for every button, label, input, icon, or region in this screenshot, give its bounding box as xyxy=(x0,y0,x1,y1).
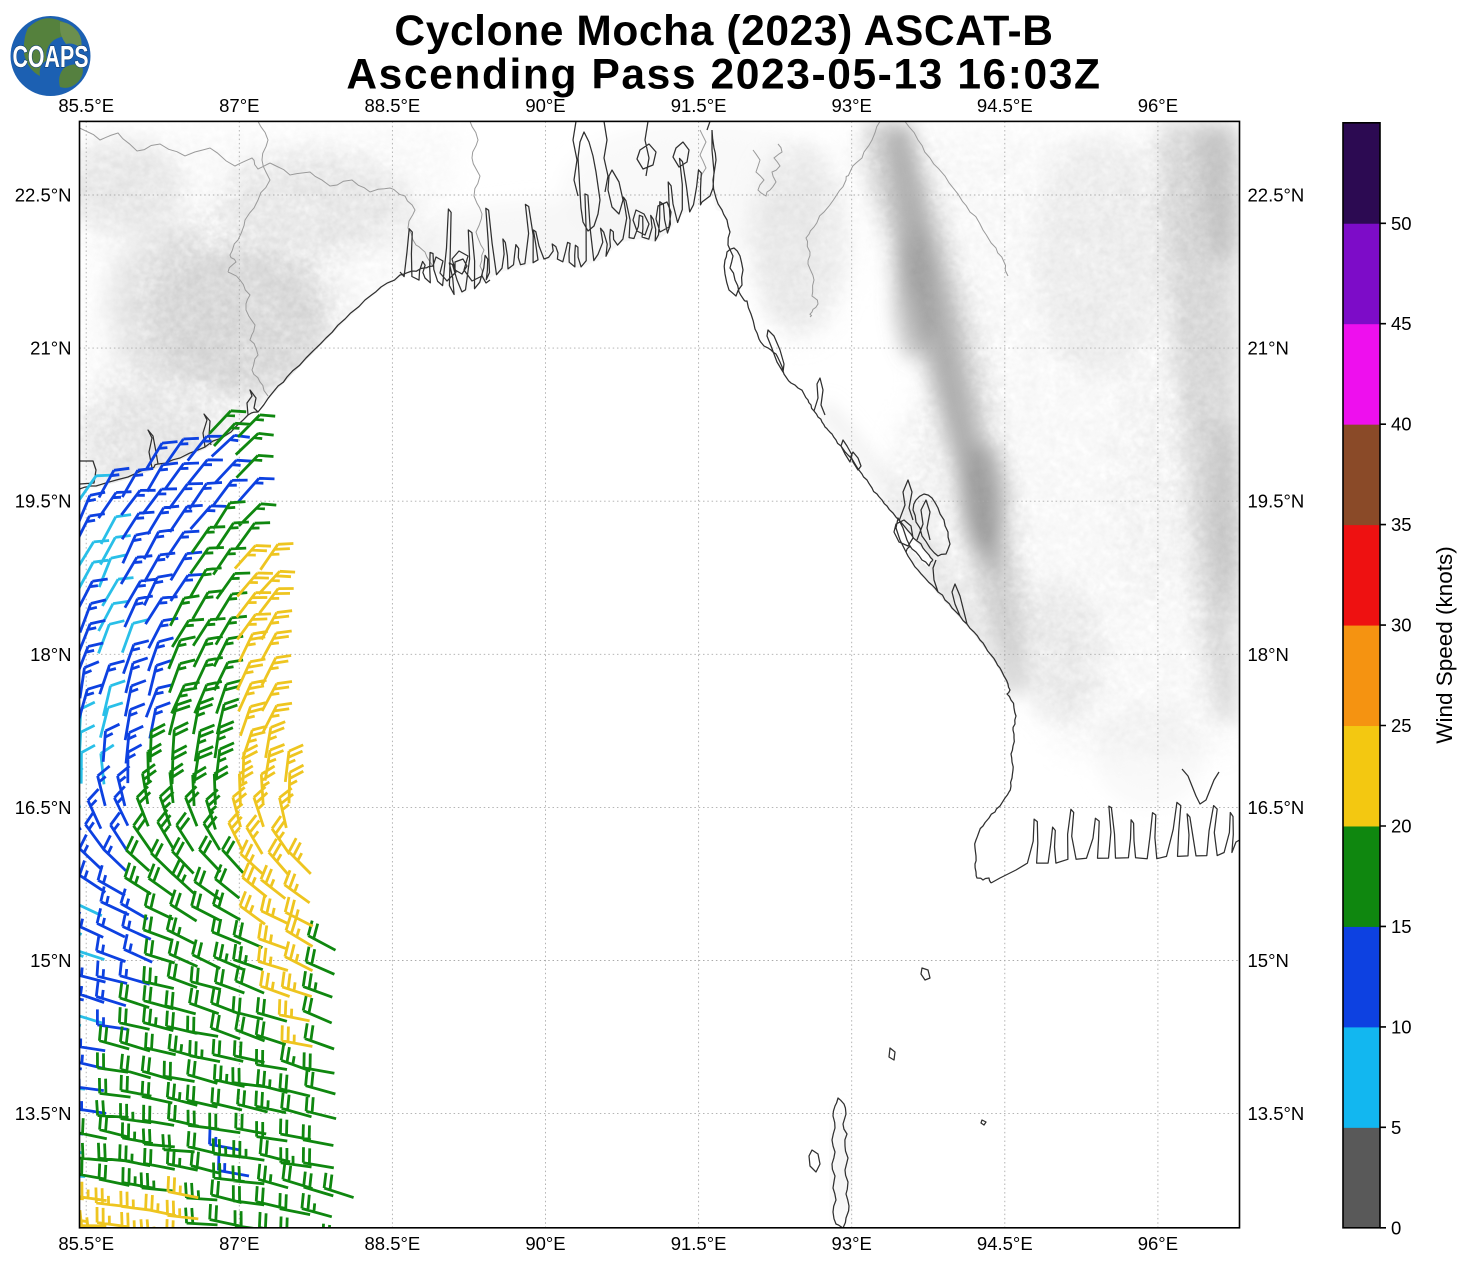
svg-text:90°E: 90°E xyxy=(525,1233,565,1254)
svg-text:91.5°E: 91.5°E xyxy=(671,95,727,116)
svg-text:13.5°N: 13.5°N xyxy=(15,1103,72,1124)
svg-text:15°N: 15°N xyxy=(1248,950,1289,971)
svg-text:21°N: 21°N xyxy=(1248,338,1289,359)
svg-text:50: 50 xyxy=(1391,213,1412,234)
svg-text:22.5°N: 22.5°N xyxy=(15,185,72,206)
svg-text:18°N: 18°N xyxy=(1248,644,1289,665)
svg-text:18°N: 18°N xyxy=(30,644,71,665)
svg-text:88.5°E: 88.5°E xyxy=(365,95,421,116)
svg-text:91.5°E: 91.5°E xyxy=(671,1233,727,1254)
svg-text:5: 5 xyxy=(1391,1117,1401,1138)
svg-text:35: 35 xyxy=(1391,514,1412,535)
svg-text:30: 30 xyxy=(1391,615,1412,636)
svg-text:87°E: 87°E xyxy=(219,95,259,116)
svg-text:96°E: 96°E xyxy=(1138,95,1178,116)
svg-text:0: 0 xyxy=(1391,1217,1401,1238)
svg-text:Ascending Pass 2023-05-13 16:0: Ascending Pass 2023-05-13 16:03Z xyxy=(346,52,1101,99)
svg-text:21°N: 21°N xyxy=(30,338,71,359)
svg-text:45: 45 xyxy=(1391,313,1412,334)
svg-text:COAPS: COAPS xyxy=(13,39,89,74)
svg-text:15: 15 xyxy=(1391,916,1412,937)
svg-text:Wind Speed (knots): Wind Speed (knots) xyxy=(1432,546,1457,744)
svg-text:94.5°E: 94.5°E xyxy=(977,95,1033,116)
svg-text:22.5°N: 22.5°N xyxy=(1248,185,1305,206)
svg-text:40: 40 xyxy=(1391,414,1412,435)
svg-text:25: 25 xyxy=(1391,715,1412,736)
svg-text:93°E: 93°E xyxy=(832,1233,872,1254)
svg-text:85.5°E: 85.5°E xyxy=(58,95,114,116)
svg-text:13.5°N: 13.5°N xyxy=(1248,1103,1305,1124)
svg-text:88.5°E: 88.5°E xyxy=(365,1233,421,1254)
svg-text:94.5°E: 94.5°E xyxy=(977,1233,1033,1254)
svg-text:19.5°N: 19.5°N xyxy=(1248,491,1305,512)
svg-text:93°E: 93°E xyxy=(832,95,872,116)
svg-text:10: 10 xyxy=(1391,1016,1412,1037)
svg-text:16.5°N: 16.5°N xyxy=(1248,797,1305,818)
svg-text:90°E: 90°E xyxy=(525,95,565,116)
svg-text:96°E: 96°E xyxy=(1138,1233,1178,1254)
svg-text:19.5°N: 19.5°N xyxy=(15,491,72,512)
svg-text:87°E: 87°E xyxy=(219,1233,259,1254)
svg-text:15°N: 15°N xyxy=(30,950,71,971)
svg-text:85.5°E: 85.5°E xyxy=(58,1233,114,1254)
svg-text:16.5°N: 16.5°N xyxy=(15,797,72,818)
svg-text:Cyclone Mocha (2023) ASCAT-B: Cyclone Mocha (2023) ASCAT-B xyxy=(394,8,1053,55)
svg-text:20: 20 xyxy=(1391,815,1412,836)
